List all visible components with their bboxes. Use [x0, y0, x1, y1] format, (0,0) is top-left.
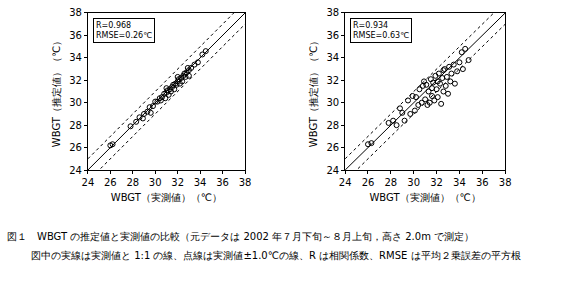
- svg-text:28: 28: [384, 177, 397, 188]
- svg-text:図中の実線は実測値と 1:1 の線、点線は実測値±1.0℃の: 図中の実線は実測値と 1:1 の線、点線は実測値±1.0℃の線、R は相関係数、…: [31, 250, 521, 261]
- svg-text:32: 32: [326, 75, 339, 86]
- svg-text:38: 38: [499, 177, 512, 188]
- svg-text:30: 30: [149, 177, 162, 188]
- svg-text:34: 34: [326, 52, 339, 63]
- svg-text:24: 24: [339, 177, 352, 188]
- svg-text:36: 36: [326, 30, 339, 41]
- svg-text:36: 36: [216, 177, 229, 188]
- svg-text:WBGT（推定値）（℃）: WBGT（推定値）（℃）: [308, 36, 319, 147]
- svg-text:30: 30: [69, 97, 82, 108]
- svg-text:32: 32: [69, 75, 82, 86]
- svg-text:38: 38: [326, 7, 339, 18]
- svg-text:WBGT（実測値）（℃）: WBGT（実測値）（℃）: [111, 192, 222, 203]
- svg-text:32: 32: [171, 177, 184, 188]
- svg-text:R=0.968RMSE=0.26℃: R=0.968RMSE=0.26℃: [96, 21, 152, 40]
- svg-text:34: 34: [453, 177, 466, 188]
- svg-text:WBGT（実測値）（℃）: WBGT（実測値）（℃）: [369, 192, 480, 203]
- svg-text:R=0.934RMSE=0.63℃: R=0.934RMSE=0.63℃: [353, 21, 409, 40]
- svg-text:26: 26: [69, 142, 82, 153]
- svg-text:36: 36: [476, 177, 489, 188]
- svg-text:24: 24: [326, 165, 339, 176]
- svg-text:26: 26: [104, 177, 117, 188]
- svg-text:36: 36: [69, 30, 82, 41]
- svg-text:38: 38: [69, 7, 82, 18]
- svg-text:24: 24: [82, 177, 95, 188]
- svg-text:WBGT（推定値）（℃）: WBGT（推定値）（℃）: [51, 36, 62, 147]
- svg-text:30: 30: [407, 177, 420, 188]
- svg-text:34: 34: [194, 177, 207, 188]
- svg-text:30: 30: [326, 97, 339, 108]
- svg-text:38: 38: [239, 177, 252, 188]
- svg-text:34: 34: [69, 52, 82, 63]
- svg-text:26: 26: [326, 142, 339, 153]
- svg-text:32: 32: [430, 177, 443, 188]
- svg-text:26: 26: [362, 177, 375, 188]
- svg-text:28: 28: [69, 120, 82, 131]
- svg-text:図１ WBGT の推定値と実測値の比較（元データは 2002: 図１ WBGT の推定値と実測値の比較（元データは 2002 年７月下旬～８月上…: [7, 231, 474, 242]
- svg-text:28: 28: [326, 120, 339, 131]
- svg-text:28: 28: [126, 177, 139, 188]
- svg-text:24: 24: [69, 165, 82, 176]
